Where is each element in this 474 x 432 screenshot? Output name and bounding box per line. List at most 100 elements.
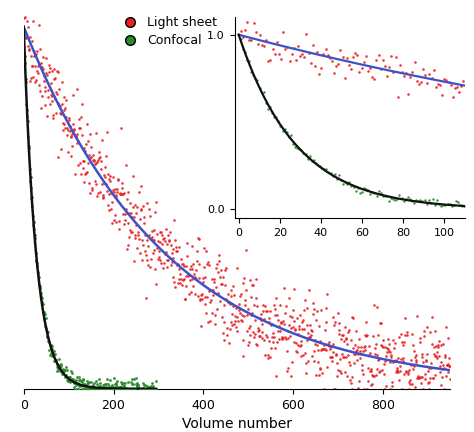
Point	[139, 384, 147, 391]
Point	[404, 90, 412, 97]
Point	[104, 380, 112, 387]
Point	[283, 347, 291, 354]
Point	[329, 341, 337, 348]
Point	[312, 372, 320, 379]
Point	[343, 353, 350, 360]
Point	[63, 376, 71, 383]
Point	[394, 368, 402, 375]
Point	[191, 275, 198, 282]
Point	[149, 385, 156, 392]
Point	[354, 351, 361, 358]
Point	[85, 378, 93, 385]
Point	[426, 365, 433, 372]
Point	[36, 45, 44, 52]
Point	[237, 35, 245, 42]
Point	[76, 377, 84, 384]
Point	[438, 92, 446, 99]
Point	[137, 249, 144, 256]
Point	[23, 101, 30, 108]
Point	[99, 191, 106, 198]
Point	[117, 378, 125, 385]
Point	[441, 351, 448, 358]
Point	[362, 53, 370, 60]
Point	[254, 303, 261, 310]
Point	[140, 213, 148, 220]
Point	[366, 190, 374, 197]
Point	[158, 229, 165, 235]
Point	[79, 165, 86, 172]
Point	[151, 226, 158, 233]
Point	[379, 56, 387, 63]
Point	[394, 354, 401, 361]
Point	[243, 311, 251, 318]
Point	[363, 319, 370, 326]
Point	[25, 145, 33, 152]
Point	[136, 216, 144, 222]
Point	[146, 384, 154, 391]
Point	[96, 380, 104, 387]
Point	[294, 330, 301, 337]
Point	[137, 385, 145, 392]
Point	[71, 385, 79, 392]
Point	[46, 62, 53, 69]
Point	[428, 365, 435, 372]
Point	[247, 311, 255, 318]
Point	[408, 356, 415, 363]
Point	[246, 277, 254, 284]
Point	[254, 76, 261, 83]
Point	[71, 126, 78, 133]
Point	[346, 376, 354, 383]
Point	[75, 374, 83, 381]
Point	[284, 335, 292, 342]
Point	[135, 384, 143, 391]
Point	[415, 375, 423, 382]
Point	[30, 18, 37, 25]
Point	[53, 361, 61, 368]
Point	[445, 355, 453, 362]
Point	[287, 132, 295, 139]
Point	[273, 372, 280, 379]
Point	[244, 341, 251, 348]
Point	[44, 87, 52, 94]
Point	[337, 46, 344, 53]
Point	[126, 233, 133, 240]
Point	[427, 374, 434, 381]
Point	[307, 60, 315, 67]
Point	[373, 366, 380, 373]
Point	[136, 385, 144, 392]
Point	[102, 383, 109, 390]
Point	[293, 144, 301, 151]
Point	[407, 362, 415, 368]
Point	[81, 147, 89, 154]
Point	[27, 77, 34, 84]
Point	[26, 46, 33, 53]
Point	[199, 296, 206, 303]
Point	[126, 227, 134, 234]
Point	[346, 362, 354, 369]
Point	[438, 202, 445, 209]
Point	[324, 340, 332, 347]
Point	[175, 276, 182, 283]
Point	[91, 160, 99, 167]
Point	[78, 101, 86, 108]
Point	[243, 19, 251, 26]
Point	[382, 353, 390, 359]
Point	[24, 118, 32, 124]
Point	[360, 184, 368, 191]
Point	[28, 38, 36, 44]
Point	[444, 335, 451, 342]
Point	[456, 89, 463, 96]
Point	[313, 49, 321, 56]
Point	[112, 191, 119, 198]
Point	[256, 85, 264, 92]
Point	[372, 350, 379, 357]
Point	[143, 236, 150, 243]
Point	[29, 213, 36, 219]
Point	[362, 346, 369, 353]
Point	[57, 363, 65, 370]
Point	[50, 114, 57, 121]
Point	[301, 54, 308, 60]
Point	[101, 384, 109, 391]
Point	[379, 336, 386, 343]
Point	[388, 352, 395, 359]
